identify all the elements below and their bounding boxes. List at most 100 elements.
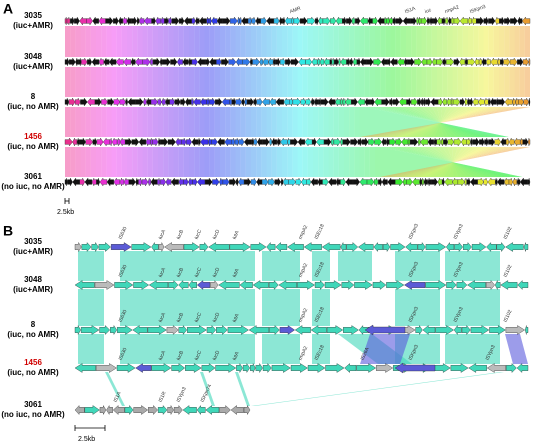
gene-arrow xyxy=(132,325,148,335)
gene-arrow xyxy=(229,97,233,107)
gene-arrow xyxy=(181,137,187,147)
synteny-ribbon xyxy=(276,107,282,137)
scale-label: 2.5kb xyxy=(78,436,95,443)
gene-arrow xyxy=(477,97,485,107)
gene-arrow xyxy=(103,137,111,147)
gene-arrow xyxy=(464,177,468,187)
gene-arrow xyxy=(523,97,530,107)
gene-arrow xyxy=(409,137,419,147)
gene-label: iucA xyxy=(158,349,168,361)
synteny-ribbon xyxy=(225,147,231,177)
synteny-ribbon xyxy=(364,67,370,97)
gene-arrow xyxy=(294,325,311,335)
synteny-ribbon xyxy=(302,67,308,97)
gene-arrow xyxy=(467,57,476,67)
track-desc: (iuc+AMR) xyxy=(13,285,53,294)
synteny-ribbon xyxy=(204,107,210,137)
gene-arrow xyxy=(335,177,341,187)
gene-arrow xyxy=(477,177,484,187)
synteny-ribbon xyxy=(344,147,350,177)
synteny-ribbon xyxy=(297,67,303,97)
synteny-ribbon xyxy=(240,26,246,57)
track-desc: (iuc+AMR) xyxy=(13,21,53,30)
synteny-ribbon xyxy=(437,147,469,177)
gene-arrow xyxy=(494,137,502,147)
gene-label: iucA xyxy=(158,228,168,240)
gene-arrow xyxy=(438,97,443,107)
gene-arrow xyxy=(252,57,260,67)
gene-arrow xyxy=(433,137,437,147)
gene-arrow xyxy=(178,177,184,187)
gene-arrow xyxy=(432,16,438,26)
gene-arrow xyxy=(125,97,128,107)
gene-arrow xyxy=(504,177,510,187)
gene-arrow xyxy=(303,242,322,252)
synteny-ribbon xyxy=(333,67,339,97)
gene-label: rmpA2 xyxy=(298,224,310,240)
synteny-ribbon xyxy=(158,67,164,97)
synteny-ribbon xyxy=(333,26,339,57)
gene-arrow xyxy=(427,177,432,187)
synteny-ribbon xyxy=(168,67,174,97)
gene-arrow xyxy=(143,16,152,26)
gene-arrow xyxy=(74,241,82,253)
gene-arrow xyxy=(204,177,213,187)
gene-arrow xyxy=(484,137,489,147)
gene-arrow xyxy=(135,363,152,373)
synteny-ribbon xyxy=(80,26,86,57)
synteny-ribbon xyxy=(302,26,308,57)
gene-arrow xyxy=(204,57,210,67)
synteny-ribbon xyxy=(462,67,468,97)
synteny-ribbon xyxy=(163,107,169,137)
gene-arrow xyxy=(109,137,113,147)
gene-arrow xyxy=(450,97,454,107)
synteny-ribbon xyxy=(251,26,257,57)
gene-label: iutA xyxy=(232,229,241,240)
gene-arrow xyxy=(256,97,263,107)
gene-arrow xyxy=(292,97,302,107)
gene-arrow xyxy=(335,16,343,26)
gene-arrow xyxy=(407,57,415,67)
gene-arrow xyxy=(297,137,306,147)
gene-arrow xyxy=(342,97,346,107)
gene-arrow xyxy=(395,137,402,147)
synteny-block xyxy=(338,251,372,281)
gene-arrow xyxy=(384,16,387,26)
gene-arrow xyxy=(446,280,457,290)
synteny-ribbon xyxy=(111,147,117,177)
synteny-ribbon xyxy=(414,147,494,177)
gene-arrow xyxy=(515,97,519,107)
gene-arrow xyxy=(427,137,434,147)
gene-arrow xyxy=(255,362,263,374)
synteny-ribbon xyxy=(519,67,525,97)
gene-arrow xyxy=(407,137,411,147)
gene-arrow xyxy=(150,97,158,107)
gene-arrow xyxy=(136,16,140,26)
gene-arrow xyxy=(98,16,106,26)
gene-arrow xyxy=(381,97,390,107)
synteny-ribbon xyxy=(473,26,479,57)
synteny-ribbon xyxy=(328,107,334,137)
gene-arrow xyxy=(466,137,471,147)
synteny-ribbon xyxy=(132,147,138,177)
synteny-ribbon xyxy=(421,67,427,97)
gene-arrow xyxy=(138,137,147,147)
gene-label: rmpA2 xyxy=(298,262,310,278)
gene-arrow xyxy=(197,57,206,67)
gene-arrow xyxy=(497,177,505,187)
gene-label: iutA xyxy=(232,267,241,278)
gene-arrow xyxy=(267,177,275,187)
gene-arrow xyxy=(151,363,172,373)
gene-arrow xyxy=(170,177,179,187)
gene-arrow xyxy=(79,177,86,187)
gene-arrow xyxy=(68,57,76,67)
gene-arrow xyxy=(305,57,313,67)
gene-arrow xyxy=(86,57,93,67)
synteny-block xyxy=(251,372,504,406)
gene-arrow xyxy=(442,97,448,107)
track-id: 3061 xyxy=(24,172,42,181)
gene-arrow xyxy=(164,242,184,252)
gene-arrow xyxy=(430,177,439,187)
synteny-ribbon xyxy=(230,67,236,97)
gene-arrow xyxy=(322,177,329,187)
